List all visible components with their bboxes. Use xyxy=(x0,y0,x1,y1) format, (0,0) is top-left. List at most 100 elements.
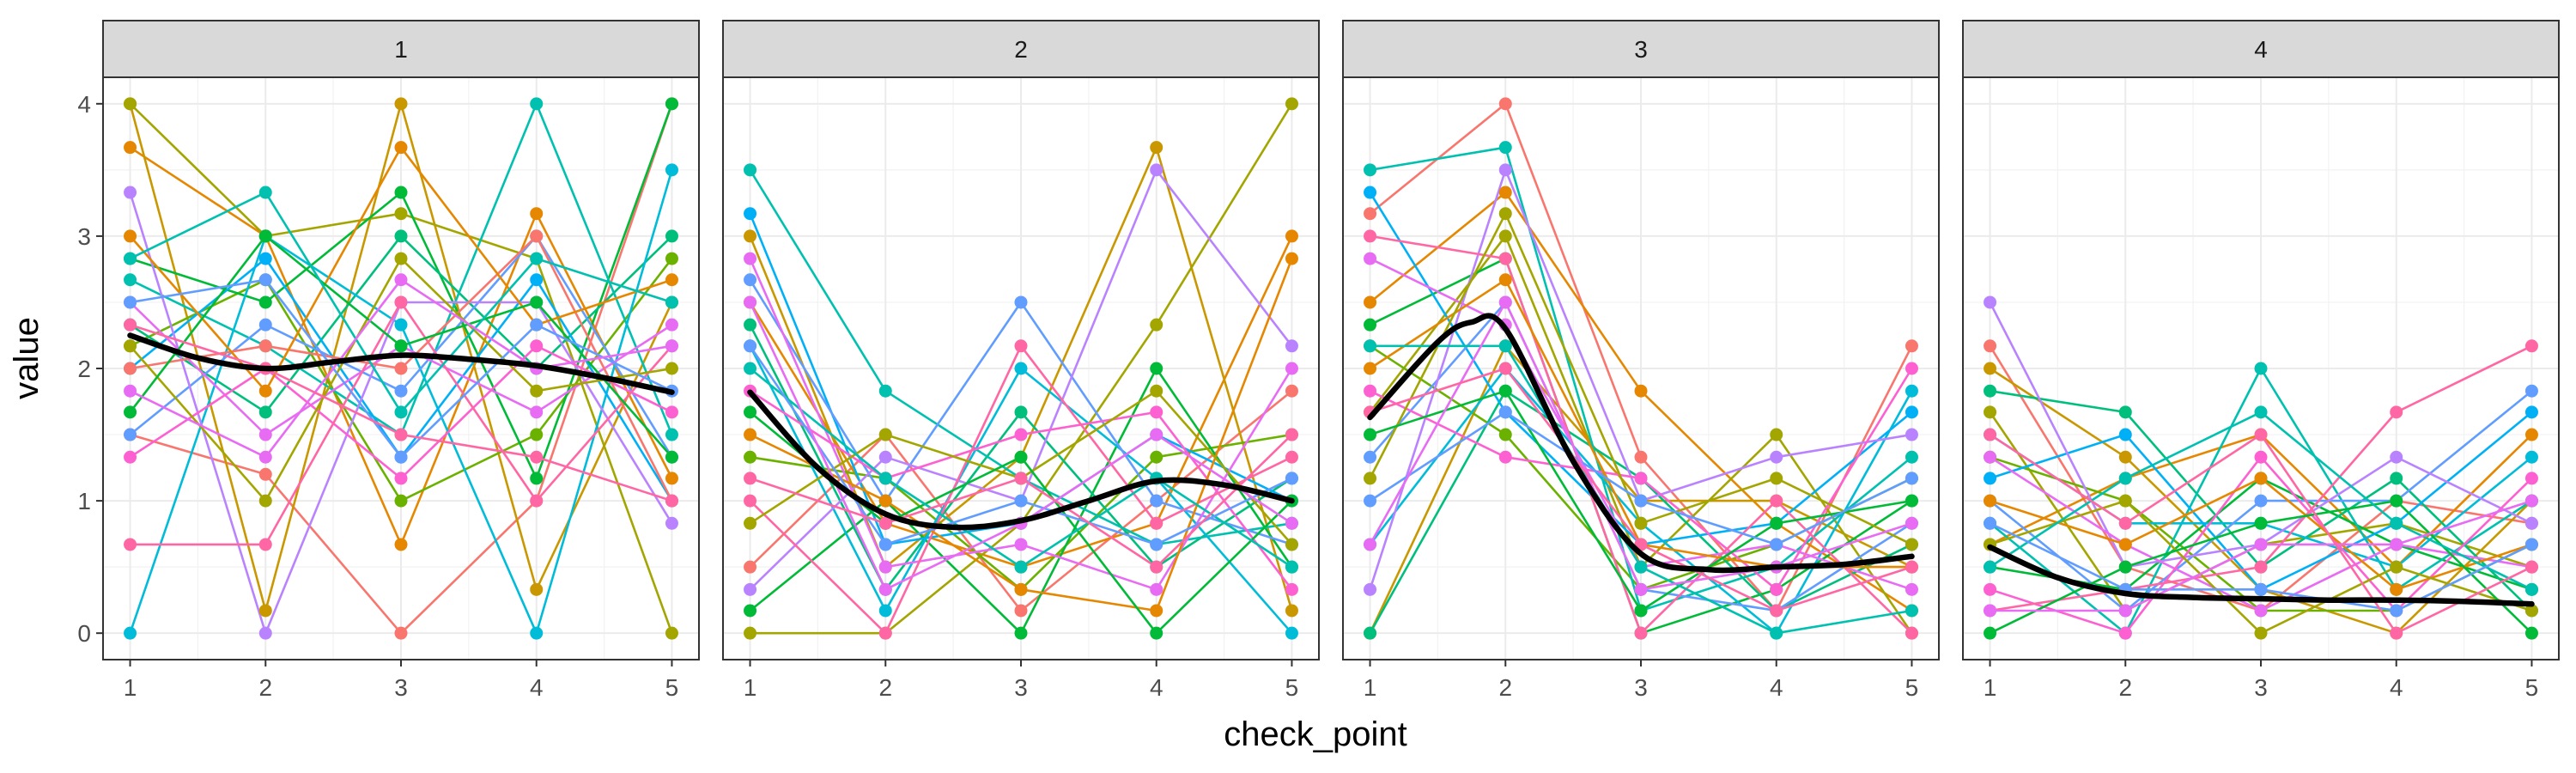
data-point xyxy=(1285,97,1298,111)
x-tick-label: 4 xyxy=(1770,674,1783,701)
facet-strip xyxy=(1342,20,1940,78)
data-point xyxy=(1364,339,1377,353)
data-point xyxy=(2118,472,2132,485)
data-point xyxy=(2254,428,2268,441)
y-tick-label: 3 xyxy=(77,223,91,250)
data-point xyxy=(665,252,678,265)
data-point xyxy=(1634,516,1648,530)
data-point xyxy=(2524,405,2538,419)
data-point xyxy=(1150,141,1163,155)
data-point xyxy=(2524,604,2538,618)
data-point xyxy=(1014,626,1028,640)
data-point xyxy=(1984,339,1997,353)
data-point xyxy=(124,384,137,398)
x-tick-label: 2 xyxy=(878,674,892,701)
data-point xyxy=(1150,362,1163,375)
y-axis-title: value xyxy=(8,317,46,399)
data-point xyxy=(124,405,137,419)
x-tick-label: 5 xyxy=(1285,674,1299,701)
data-point xyxy=(1905,362,1918,375)
data-point xyxy=(878,428,892,441)
data-point xyxy=(878,450,892,464)
data-point xyxy=(258,384,272,398)
data-point xyxy=(258,186,272,199)
data-point xyxy=(1905,516,1918,530)
data-point xyxy=(394,229,408,243)
data-point xyxy=(1014,582,1028,596)
data-point xyxy=(1498,186,1512,199)
data-point xyxy=(1364,362,1377,375)
data-point xyxy=(1984,560,1997,574)
data-point xyxy=(394,362,408,375)
smooth-trend-line xyxy=(1367,313,1915,574)
data-point xyxy=(1364,494,1377,508)
data-point xyxy=(1905,405,1918,419)
data-point xyxy=(258,604,272,618)
data-point xyxy=(744,318,757,332)
data-point xyxy=(1634,450,1648,464)
data-point xyxy=(2524,538,2538,551)
data-point xyxy=(2118,604,2132,618)
data-point xyxy=(530,472,544,485)
data-point xyxy=(1498,295,1512,309)
data-point xyxy=(1905,450,1918,464)
data-point xyxy=(744,405,757,419)
data-point xyxy=(2390,494,2403,508)
data-point xyxy=(258,405,272,419)
data-point xyxy=(258,229,272,243)
data-point xyxy=(1984,626,1997,640)
data-point xyxy=(1498,229,1512,243)
data-point xyxy=(1364,428,1377,441)
data-point xyxy=(878,516,892,530)
data-point xyxy=(258,494,272,508)
data-point xyxy=(124,450,137,464)
data-point xyxy=(1150,384,1163,398)
data-point xyxy=(2524,450,2538,464)
data-point xyxy=(1150,560,1163,574)
data-point xyxy=(744,428,757,441)
data-point xyxy=(878,604,892,618)
data-point xyxy=(2254,362,2268,375)
facet-strip-label: 3 xyxy=(1634,36,1648,63)
x-tick-label: 5 xyxy=(1905,674,1919,701)
data-point xyxy=(1984,450,1997,464)
data-point xyxy=(878,494,892,508)
data-point xyxy=(1285,252,1298,265)
data-point xyxy=(2254,604,2268,618)
data-point xyxy=(258,428,272,441)
data-point xyxy=(1984,604,1997,618)
data-point xyxy=(2524,626,2538,640)
data-point xyxy=(2118,538,2132,551)
data-point xyxy=(1770,516,1783,530)
data-point xyxy=(2524,472,2538,485)
x-tick-label: 1 xyxy=(124,674,137,701)
data-point xyxy=(2390,405,2403,419)
data-point xyxy=(1285,339,1298,353)
data-point xyxy=(2254,494,2268,508)
data-point xyxy=(258,467,272,481)
data-point xyxy=(665,362,678,375)
data-point xyxy=(1634,604,1648,618)
data-point xyxy=(1285,516,1298,530)
data-point xyxy=(744,516,757,530)
data-point xyxy=(2118,494,2132,508)
data-point xyxy=(2254,560,2268,574)
data-point xyxy=(1905,626,1918,640)
data-point xyxy=(744,582,757,596)
data-point xyxy=(1498,163,1512,177)
data-point xyxy=(1150,163,1163,177)
data-point xyxy=(2390,450,2403,464)
facet-panel-1: 1 1 2 3 4 5 xyxy=(102,20,700,701)
data-point xyxy=(1984,428,1997,441)
data-point xyxy=(878,384,892,398)
data-point xyxy=(530,252,544,265)
data-point xyxy=(258,538,272,551)
data-point xyxy=(1014,494,1028,508)
data-point xyxy=(1150,450,1163,464)
facet-panel-4: 4 1 2 3 4 5 xyxy=(1962,20,2560,701)
data-point xyxy=(1634,472,1648,485)
data-point xyxy=(124,428,137,441)
data-point xyxy=(2118,626,2132,640)
data-point xyxy=(1364,207,1377,221)
data-point xyxy=(1905,472,1918,485)
